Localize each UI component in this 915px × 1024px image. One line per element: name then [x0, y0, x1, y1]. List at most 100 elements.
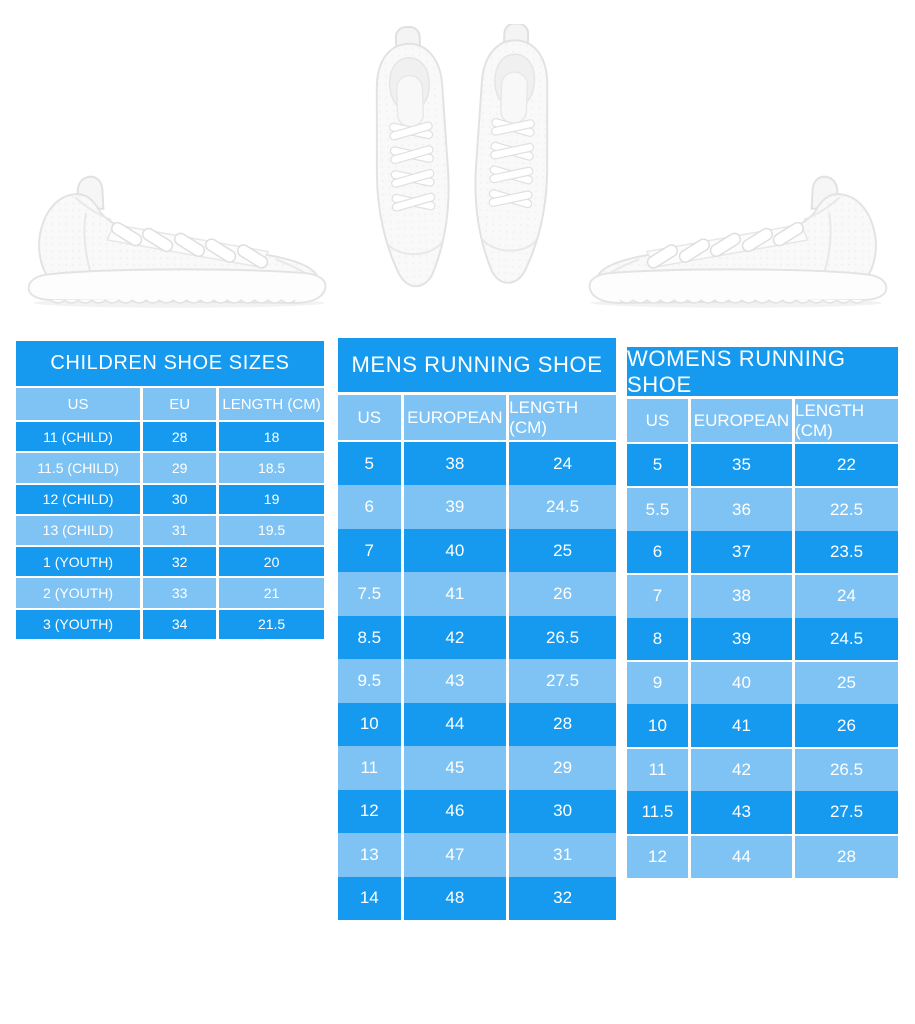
column-header-us: US	[357, 407, 382, 427]
table-cell: 47	[400, 833, 507, 877]
table-cell: 45	[400, 746, 507, 790]
table-cell: 31	[140, 515, 216, 546]
table-cell: 46	[400, 789, 507, 834]
table-cell: 26	[792, 704, 898, 747]
table-cell: 7	[364, 540, 374, 560]
table-cell: 41	[400, 572, 507, 616]
children-table-header-row: US EU LENGTH (CM)	[16, 388, 324, 422]
table-cell: 9	[652, 673, 663, 693]
table-cell: 22	[792, 444, 898, 487]
mens-size-table: MENS RUNNING SHOE US EUROPEAN LENGTH (CM…	[338, 338, 616, 920]
table-row: 11 45 29	[338, 746, 616, 790]
table-cell: 2 (YOUTH)	[43, 585, 114, 602]
table-cell: 28	[506, 702, 616, 747]
children-size-table: CHILDREN SHOE SIZES US EU LENGTH (CM) 11…	[16, 341, 324, 639]
table-cell: 30	[506, 789, 616, 834]
table-cell: 18.5	[216, 453, 324, 483]
children-table-body: 11 (CHILD) 28 18 11.5 (CHILD) 29 18.5 12 (CHIL…	[16, 422, 324, 639]
table-cell: 24	[792, 575, 898, 618]
table-row: 7 38 24	[627, 575, 898, 618]
table-row: 6 37 23.5	[627, 530, 898, 576]
table-cell: 24.5	[506, 485, 616, 529]
table-cell: 3 (YOUTH)	[43, 616, 114, 633]
column-header-european: EUROPEAN	[687, 399, 792, 442]
table-cell: 27.5	[506, 659, 616, 703]
table-cell: 22.5	[792, 488, 898, 531]
table-cell: 5	[364, 453, 374, 473]
mens-table-title: MENS RUNNING SHOE	[338, 338, 616, 392]
table-cell: 7.5	[357, 584, 382, 604]
children-table-title: CHILDREN SHOE SIZES	[16, 341, 324, 386]
table-cell: 13	[359, 844, 379, 864]
table-cell: 27.5	[792, 791, 898, 834]
table-cell: 21.5	[216, 609, 324, 639]
table-cell: 19	[216, 484, 324, 514]
table-cell: 11	[360, 757, 379, 777]
table-cell: 8	[652, 628, 663, 648]
womens-table-body: 5 35 22 5.5 36 22.5 6 37 23.5 7 38 24 8 39 24.5 9 40 25 10…	[627, 444, 898, 879]
table-cell: 10	[359, 714, 379, 734]
table-row: 11.5 43 27.5	[627, 791, 898, 836]
table-cell: 26.5	[506, 615, 616, 660]
table-cell: 33	[140, 578, 216, 608]
table-cell: 37	[687, 530, 792, 574]
table-cell: 38	[687, 575, 792, 618]
sneaker-side-view-right-image	[583, 166, 893, 312]
table-cell: 35	[687, 444, 792, 487]
table-row: 2 (YOUTH) 33 21	[16, 578, 324, 610]
table-cell: 26	[506, 572, 616, 616]
table-cell: 23.5	[792, 530, 898, 574]
table-cell: 40	[400, 528, 507, 573]
table-cell: 32	[506, 876, 616, 920]
table-cell: 44	[687, 835, 792, 879]
table-cell: 19.5	[216, 515, 324, 546]
table-cell: 39	[400, 485, 507, 529]
table-cell: 10	[648, 715, 667, 735]
table-row: 10 44 28	[338, 702, 616, 747]
table-row: 12 46 30	[338, 789, 616, 834]
table-row: 3 (YOUTH) 34 21.5	[16, 609, 324, 639]
mens-table-header-row: US EUROPEAN LENGTH (CM)	[338, 395, 616, 442]
column-header-us: US	[67, 395, 89, 413]
table-cell: 5	[652, 455, 663, 475]
table-row: 1 (YOUTH) 32 20	[16, 547, 324, 579]
table-cell: 6	[364, 497, 374, 517]
table-cell: 11 (CHILD)	[43, 428, 113, 445]
table-cell: 29	[140, 453, 216, 483]
table-cell: 14	[359, 888, 379, 908]
table-cell: 12	[648, 846, 667, 866]
table-cell: 25	[792, 662, 898, 705]
column-header-us: US	[645, 410, 670, 430]
table-cell: 20	[216, 547, 324, 577]
sneaker-pair-top-view-image	[357, 24, 567, 316]
table-row: 5 38 24	[338, 442, 616, 486]
table-row: 11 42 26.5	[627, 748, 898, 792]
table-cell: 40	[687, 662, 792, 705]
table-cell: 48	[400, 876, 507, 920]
table-cell: 26.5	[792, 748, 898, 792]
table-cell: 43	[400, 659, 507, 703]
womens-table-title: WOMENS RUNNING SHOE	[627, 346, 898, 397]
column-header-length: LENGTH (CM)	[506, 395, 616, 440]
table-row: 8 39 24.5	[627, 617, 898, 663]
table-cell: 9.5	[357, 670, 382, 690]
table-cell: 8.5	[357, 627, 382, 647]
table-cell: 29	[506, 746, 616, 790]
table-cell: 11	[648, 760, 667, 780]
column-header-european: EUROPEAN	[400, 395, 507, 440]
sneaker-side-view-left-image	[22, 166, 332, 312]
table-cell: 44	[400, 702, 507, 747]
column-header-eu: EU	[140, 388, 216, 420]
table-row: 11.5 (CHILD) 29 18.5	[16, 453, 324, 485]
mens-table-body: 5 38 24 6 39 24.5 7 40 25 7.5 41 26 8.5 42 26.5 9.5 43 27…	[338, 442, 616, 920]
table-cell: 24	[506, 442, 616, 486]
table-row: 13 (CHILD) 31 19.5	[16, 515, 324, 548]
table-cell: 11.5 (CHILD)	[37, 459, 119, 476]
table-cell: 42	[687, 748, 792, 792]
table-row: 5 35 22	[627, 444, 898, 489]
table-cell: 11.5	[641, 802, 674, 822]
table-row: 9.5 43 27.5	[338, 659, 616, 703]
table-cell: 28	[140, 422, 216, 452]
table-cell: 30	[140, 484, 216, 514]
table-cell: 7	[652, 586, 663, 606]
